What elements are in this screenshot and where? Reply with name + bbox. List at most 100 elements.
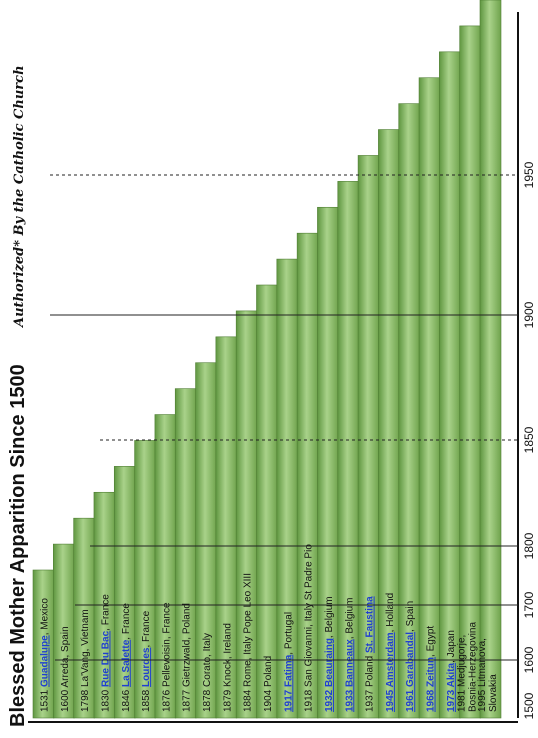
bar-link-12[interactable]: 1917 Fatima bbox=[283, 654, 294, 712]
chart-subtitle: Authorized* By the Catholic Church bbox=[12, 65, 27, 329]
bar-place-9: Knock, Ireland bbox=[222, 623, 233, 687]
bar-label-0: 1531 Guadalupe, Mexico bbox=[40, 598, 51, 712]
bar-place-18: , Spain bbox=[405, 601, 416, 632]
bar-place-15: , Belgium bbox=[344, 597, 355, 639]
bar-link-4[interactable]: La Salette bbox=[121, 639, 132, 687]
bar-group-16: 1937 Poland St. Faustina bbox=[357, 155, 380, 719]
bar-link-18[interactable]: 1961 Garabandal bbox=[405, 632, 416, 712]
bar-label-12: 1917 Fatima, Portugal bbox=[283, 612, 294, 712]
bar-place-20: , Japan bbox=[446, 630, 457, 663]
tick-label-1950: 1950 bbox=[522, 161, 536, 188]
bar-label-17: 1945 Amsterdam, Holland bbox=[385, 593, 396, 712]
bar-label-19: 1968 Zeitun, Egypt bbox=[426, 626, 437, 712]
bar-place-13: San Giovanni, Italy St Padre Pio bbox=[304, 544, 315, 687]
bar-label-5: 1858 Lourdes, France bbox=[141, 610, 152, 712]
bar-label-8: 1878 Corato, Italy bbox=[202, 633, 213, 712]
bar-label-16: 1937 Poland St. Faustina bbox=[365, 596, 376, 712]
bar-year-5: 1858 bbox=[141, 687, 152, 712]
bar-label-7: 1877 Gietrzwald, Poland bbox=[182, 603, 193, 712]
bar-link-0[interactable]: Guadalupe bbox=[40, 635, 51, 687]
bar-label-14: 1932 Beauraing, Belgium bbox=[324, 596, 335, 712]
bar-place-5: , France bbox=[141, 610, 152, 647]
bar-label-4: 1846 La Salette, France bbox=[121, 603, 132, 712]
bar-label-2: 1798 La'Vang, Vietnam bbox=[80, 609, 91, 712]
bar-place-7: Gietrzwald, Poland bbox=[182, 603, 193, 687]
bar-label2-21: Bosnia-Herzegovina bbox=[468, 622, 479, 712]
bar-year-8: 1878 bbox=[202, 687, 213, 712]
bar-label-13: 1918 San Giovanni, Italy St Padre Pio bbox=[304, 544, 315, 712]
bar-label-10: 1884 Rome, Italy Pope Leo XIII bbox=[243, 573, 254, 712]
bar-label-20: 1973 Akita, Japan bbox=[446, 630, 457, 712]
tick-label-1600: 1600 bbox=[522, 646, 536, 673]
bar-place-10: Rome, Italy Pope Leo XIII bbox=[243, 573, 254, 687]
tick-label-1850: 1850 bbox=[522, 426, 536, 453]
bar-group-12: 1917 Fatima, Portugal bbox=[276, 258, 299, 719]
bar-link-3[interactable]: Rue Du Bac bbox=[100, 630, 111, 687]
bar-group-14: 1932 Beauraing, Belgium bbox=[317, 206, 339, 719]
bar-link-19[interactable]: 1968 Zeitun bbox=[426, 657, 437, 712]
tick-label-1800: 1800 bbox=[522, 532, 536, 559]
bar-year-9: 1879 bbox=[222, 687, 233, 712]
bar-label-6: 1876 Pellevoisin, France bbox=[161, 602, 172, 712]
bar-place-16: Poland bbox=[365, 653, 376, 687]
bar-group-6: 1876 Pellevoisin, France bbox=[154, 414, 177, 719]
bar-label-1: 1600 Arreda, Spain bbox=[60, 626, 71, 712]
bar-group-5: 1858 Lourdes, France bbox=[134, 440, 156, 719]
bar-link2-16[interactable]: St. Faustina bbox=[365, 596, 376, 653]
bar-21 bbox=[459, 25, 481, 719]
bar-group-8: 1878 Corato, Italy bbox=[195, 362, 217, 719]
tick-label-1900: 1900 bbox=[522, 301, 536, 328]
bar-place-17: , Holland bbox=[385, 593, 396, 632]
bar-group-2: 1798 La'Vang, Vietnam bbox=[73, 517, 95, 719]
bar-group-21: 1981 Medjugorje, Bosnia-Herzegovina bbox=[457, 25, 481, 719]
bar-group-15: 1933 Banneaux, Belgium bbox=[337, 181, 360, 719]
bar-year-21: 1981 bbox=[457, 687, 468, 712]
bar-link-20[interactable]: 1973 Akita bbox=[446, 662, 457, 712]
bar-place-1: Arreda, Spain bbox=[60, 626, 71, 687]
bar-label-21: 1981 Medjugorje, bbox=[457, 635, 468, 712]
bar-label-18: 1961 Garabandal, Spain bbox=[405, 601, 416, 712]
bar-group-9: 1879 Knock, Ireland bbox=[215, 336, 238, 719]
bar-20 bbox=[439, 51, 461, 719]
bar-place-4: , France bbox=[121, 603, 132, 640]
bar-group-13: 1918 San Giovanni, Italy St Padre Pio bbox=[296, 232, 319, 719]
bar-group-18: 1961 Garabandal, Spain bbox=[398, 103, 421, 719]
bar-link-15[interactable]: 1933 Banneaux bbox=[344, 639, 355, 712]
bar-group-0: 1531 Guadalupe, Mexico bbox=[32, 569, 55, 719]
bar-19 bbox=[418, 77, 441, 719]
axis-layer: 1500 1600 1700 1800 1850 1900 1950 bbox=[28, 12, 536, 723]
bar-year-4: 1846 bbox=[121, 687, 132, 712]
bar-year-13: 1918 bbox=[304, 687, 315, 712]
bar-year-22: 1995 bbox=[477, 687, 488, 712]
bar-year-2: 1798 bbox=[80, 687, 91, 712]
bar-group-20: 1973 Akita, Japan bbox=[439, 51, 461, 719]
bar-link-5[interactable]: Lourdes bbox=[141, 647, 152, 687]
bar-group-10: 1884 Rome, Italy Pope Leo XIII bbox=[235, 310, 258, 719]
bar-group-22: 1995 Litmanova,Slovakia bbox=[477, 0, 502, 719]
bar-link-17[interactable]: 1945 Amsterdam bbox=[385, 632, 396, 712]
bar-place-12: , Portugal bbox=[283, 612, 294, 655]
bar-group-7: 1877 Gietrzwald, Poland bbox=[174, 388, 197, 719]
bar-label2-22: Slovakia bbox=[488, 674, 499, 712]
bar-place-14: , Belgium bbox=[324, 596, 335, 638]
bar-link-14[interactable]: 1932 Beauraing bbox=[324, 638, 335, 712]
bar-group-11: 1904 Poland bbox=[256, 284, 278, 719]
bar-year-0: 1531 bbox=[40, 687, 51, 712]
bar-label-15: 1933 Banneaux, Belgium bbox=[344, 597, 355, 712]
bar-group-1: 1600 Arreda, Spain bbox=[53, 543, 75, 719]
bar-place-22: Litmanova, bbox=[477, 638, 488, 687]
bar-year-11: 1904 bbox=[263, 687, 274, 712]
tick-label-1700: 1700 bbox=[522, 591, 536, 618]
chart-title: Blessed Mother Apparition Since 1500 bbox=[7, 364, 29, 727]
bars-layer: 1531 Guadalupe, Mexico 1600 Arreda, Spain… bbox=[32, 0, 502, 719]
bar-place-2: La'Vang, Vietnam bbox=[80, 609, 91, 687]
bar-place-3: , France bbox=[100, 594, 111, 631]
bar-place-0: , Mexico bbox=[40, 598, 51, 636]
bar-group-19: 1968 Zeitun, Egypt bbox=[418, 77, 441, 719]
bar-11 bbox=[256, 284, 278, 719]
bar-place-21: Medjugorje, bbox=[457, 635, 468, 687]
bar-place-11: Poland bbox=[263, 656, 274, 687]
bar-22 bbox=[479, 0, 502, 719]
